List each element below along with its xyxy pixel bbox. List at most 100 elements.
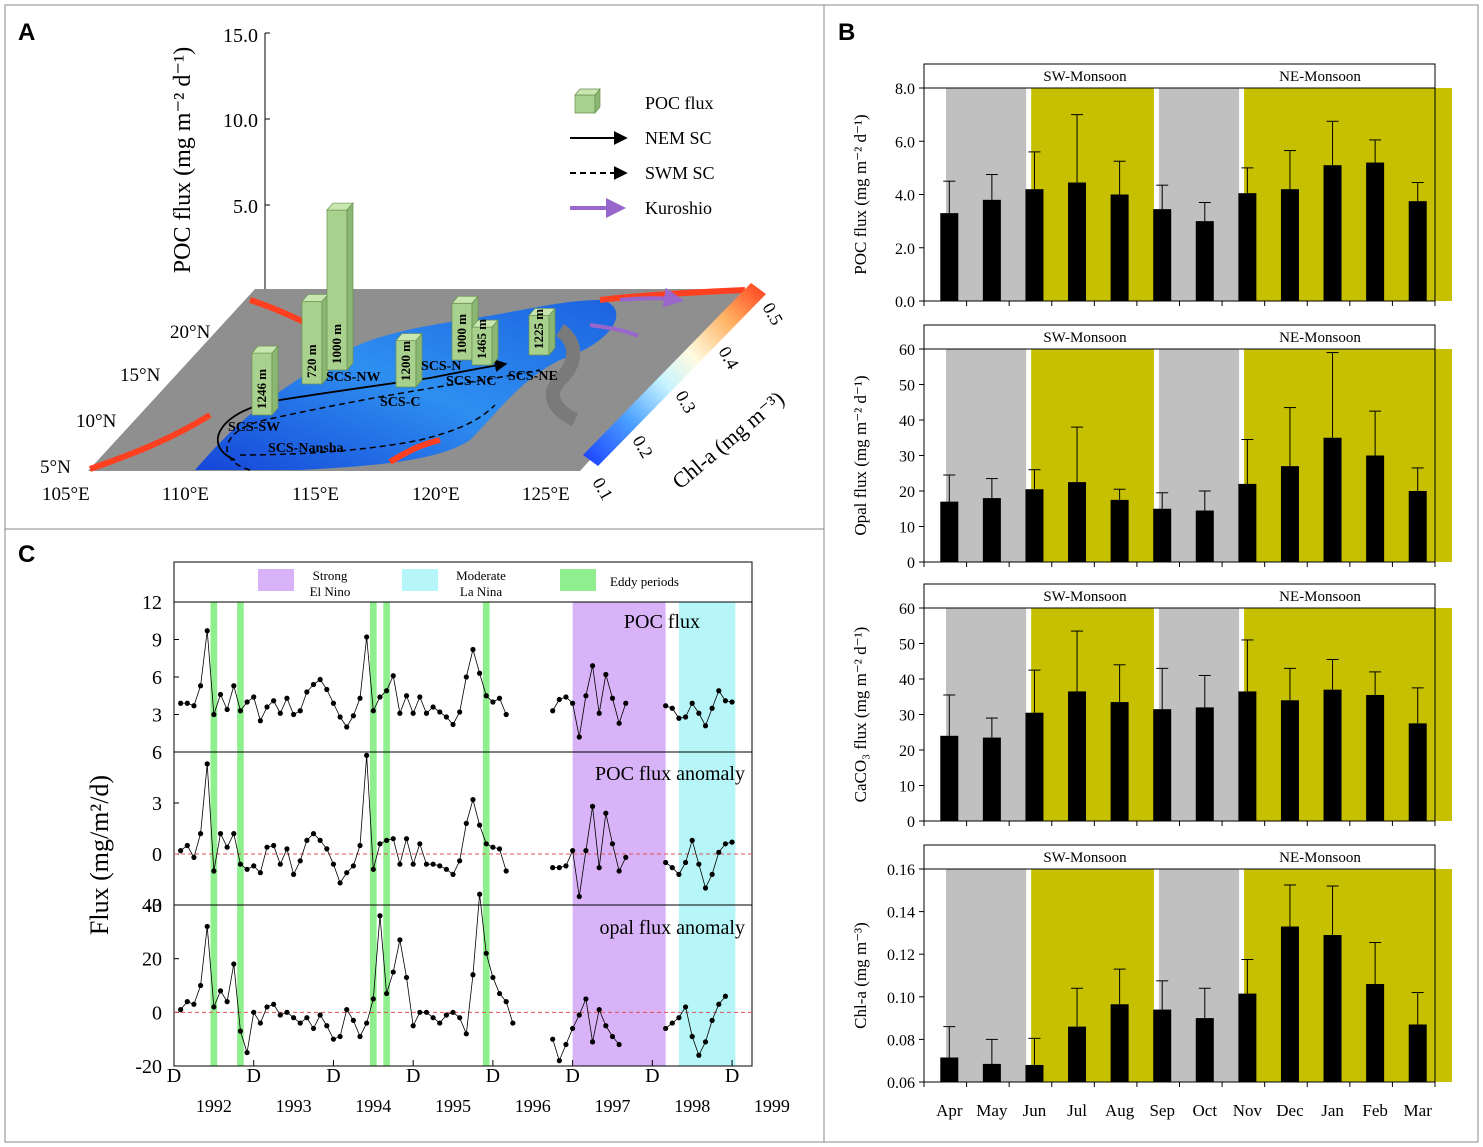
chl-colorbar [583, 283, 766, 466]
data-point [463, 1031, 469, 1037]
x-tick-label: D [167, 1065, 181, 1087]
data-point [204, 761, 210, 767]
data-point [390, 836, 396, 842]
data-point [570, 1025, 576, 1032]
season-label-sw: SW-Monsoon [1043, 850, 1127, 866]
data-point [297, 708, 303, 714]
data-point [609, 695, 616, 701]
bar [1110, 499, 1129, 562]
data-point [669, 705, 675, 711]
lat-label: 10°N [76, 411, 117, 432]
poc-bar-depth-label: 720 m [304, 344, 319, 378]
y-tick-label: 20 [142, 949, 162, 971]
legend-nem-sc: NEM SC [645, 128, 712, 148]
data-point [310, 1025, 317, 1032]
data-point [729, 839, 735, 845]
bar [1280, 189, 1299, 301]
data-point [443, 1012, 449, 1018]
data-point [483, 841, 489, 847]
data-point [364, 1020, 370, 1026]
poc-bar-depth-label: 1225 m [531, 309, 546, 349]
bar [1195, 1018, 1214, 1082]
season-header-box [923, 583, 1436, 609]
data-point [503, 868, 509, 874]
series-title: POC flux [624, 611, 700, 633]
month-label: Mar [1404, 1101, 1433, 1120]
data-point [490, 699, 496, 705]
season-label-ne: NE-Monsoon [1279, 69, 1361, 85]
bar [1068, 1026, 1087, 1082]
data-point [437, 863, 443, 869]
data-point [178, 1007, 184, 1013]
monthly-bar-chart: SW-Monsoon NE-Monsoon 0 10 20 30 40 50 60 CaCO₃ f… [851, 583, 1452, 831]
data-point [496, 695, 503, 701]
data-point [317, 676, 323, 683]
data-point [237, 861, 244, 867]
bar [982, 498, 1001, 562]
data-point [616, 1041, 622, 1048]
data-point [563, 863, 569, 869]
data-point [403, 836, 410, 842]
data-point [217, 691, 224, 698]
data-point [211, 868, 217, 874]
y-tick-label: 0 [907, 814, 915, 831]
data-point [184, 842, 190, 849]
plot-frame [173, 601, 753, 1067]
data-point [277, 710, 283, 716]
legend-swm-sc: SWM SC [645, 163, 715, 183]
bar [1025, 489, 1044, 562]
data-point [423, 1009, 430, 1015]
data-point [450, 721, 456, 728]
station-label-scs-nansha: SCS-Nansha [268, 441, 343, 456]
y-tick-label: 4.0 [895, 188, 915, 205]
legend-el-nino-line2: El Nino [310, 584, 351, 599]
bar [1110, 702, 1129, 821]
data-point [257, 718, 263, 724]
data-point [496, 846, 503, 852]
data-point [596, 710, 602, 716]
data-point [477, 822, 483, 828]
y-tick-label: 0.06 [887, 1075, 915, 1092]
data-point [397, 861, 403, 867]
y-tick-label: 6 [152, 667, 162, 689]
bar [1025, 1064, 1044, 1082]
lon-label: 120°E [412, 484, 460, 505]
series-title: opal flux anomaly [599, 917, 745, 939]
la-nina-legend-swatch [402, 569, 438, 591]
data-point [596, 1007, 602, 1013]
data-point [251, 1009, 257, 1015]
poc-bar-depth-label: 1465 m [474, 319, 489, 359]
y-tick-label: 20 [899, 484, 915, 501]
monthly-bar-chart: SW-Monsoon NE-Monsoon 0.0 2.0 4.0 6.0 8.0 POC f… [851, 63, 1452, 311]
data-point [197, 831, 204, 837]
data-point [576, 1012, 582, 1018]
data-point [370, 996, 376, 1002]
data-point [550, 1036, 556, 1042]
data-point [669, 865, 675, 871]
bar [1025, 712, 1044, 821]
y-tick-label: 12 [142, 592, 162, 614]
panel-a-legend: POC flux NEM SC SWM SC Kuroshio [570, 88, 715, 218]
legend-poc-flux: POC flux [645, 93, 714, 113]
data-point [722, 698, 729, 704]
lat-label: 5°N [40, 457, 71, 478]
data-point [722, 841, 729, 847]
data-point [324, 846, 330, 852]
colorbar-tick: 0.3 [672, 387, 701, 416]
poc-bar-depth-label: 1246 m [254, 369, 269, 409]
bar [1195, 510, 1214, 562]
data-point [290, 871, 297, 878]
data-point [264, 704, 270, 710]
year-label: 1993 [276, 1096, 312, 1116]
data-point [457, 858, 463, 864]
panel-a-ytick: 15.0 [223, 25, 258, 47]
poc-bar-3d: 1000 m [326, 202, 354, 371]
data-point [709, 1017, 715, 1023]
poc-bar-side [321, 293, 329, 385]
data-point [377, 913, 383, 919]
data-point [204, 628, 210, 634]
data-point [217, 831, 224, 837]
data-point [689, 700, 695, 706]
data-point [197, 982, 204, 989]
data-point [417, 1009, 423, 1015]
